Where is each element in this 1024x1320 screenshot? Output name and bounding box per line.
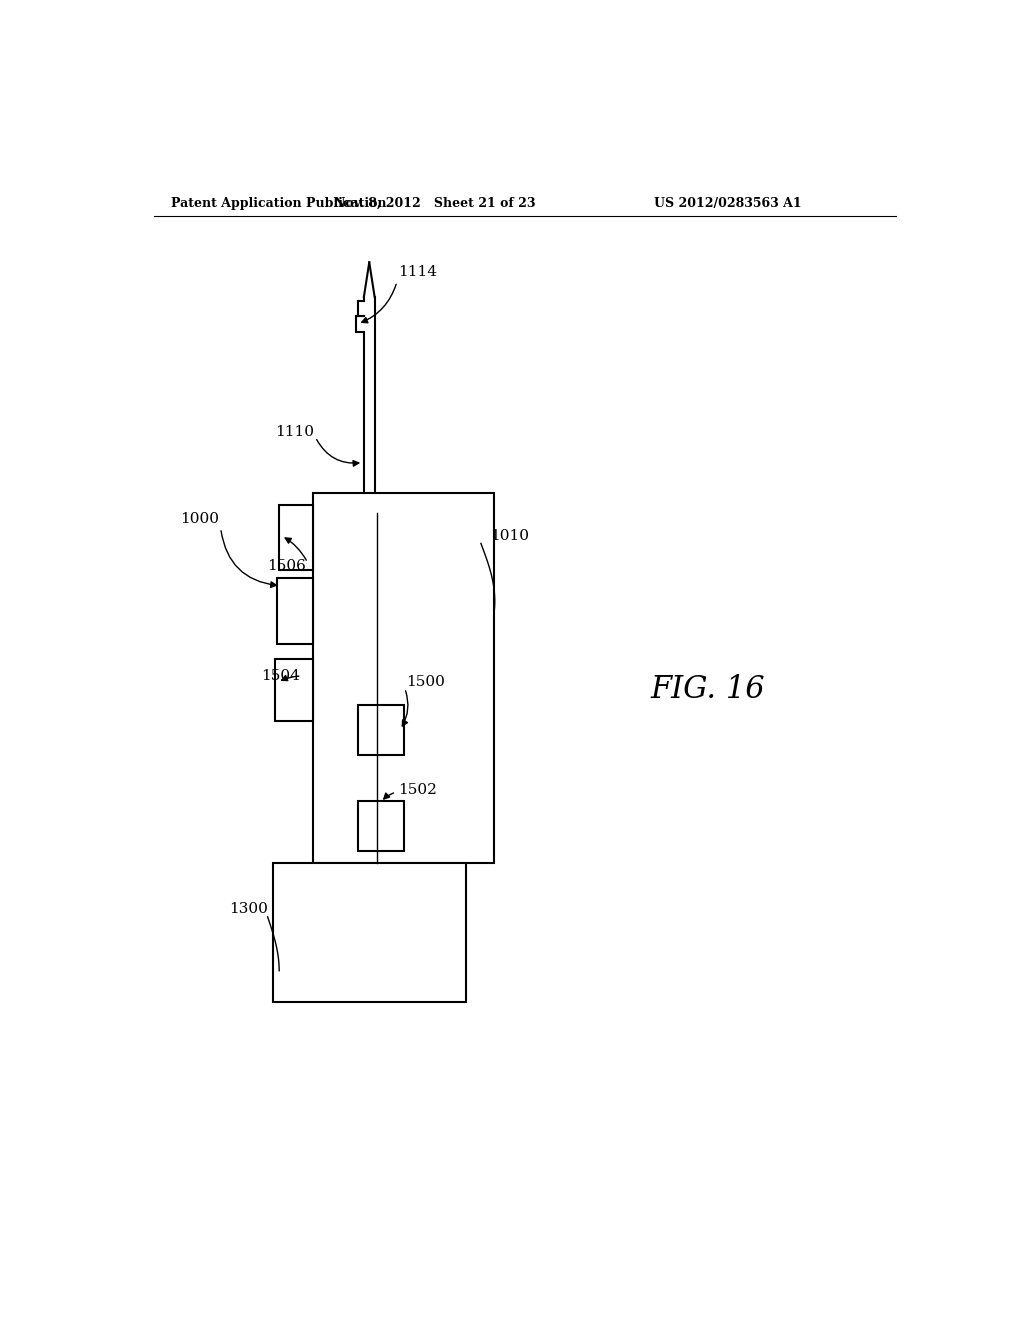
Bar <box>280 506 313 570</box>
Bar <box>313 494 494 863</box>
Text: US 2012/0283563 A1: US 2012/0283563 A1 <box>654 197 802 210</box>
Text: 1300: 1300 <box>228 902 267 916</box>
Bar <box>273 863 466 1002</box>
Bar <box>357 705 403 755</box>
Bar <box>276 578 313 644</box>
Text: 1010: 1010 <box>490 529 529 543</box>
Text: 1000: 1000 <box>180 512 219 525</box>
Bar <box>275 659 313 721</box>
Text: Patent Application Publication: Patent Application Publication <box>171 197 386 210</box>
Bar <box>357 801 403 851</box>
Text: 1504: 1504 <box>261 669 300 682</box>
Text: 1500: 1500 <box>407 675 445 689</box>
Text: 1110: 1110 <box>274 425 313 438</box>
Text: 1114: 1114 <box>398 265 437 280</box>
Text: Nov. 8, 2012   Sheet 21 of 23: Nov. 8, 2012 Sheet 21 of 23 <box>334 197 536 210</box>
Text: 1502: 1502 <box>397 783 436 797</box>
Text: FIG. 16: FIG. 16 <box>650 675 765 705</box>
Text: 1506: 1506 <box>267 560 306 573</box>
